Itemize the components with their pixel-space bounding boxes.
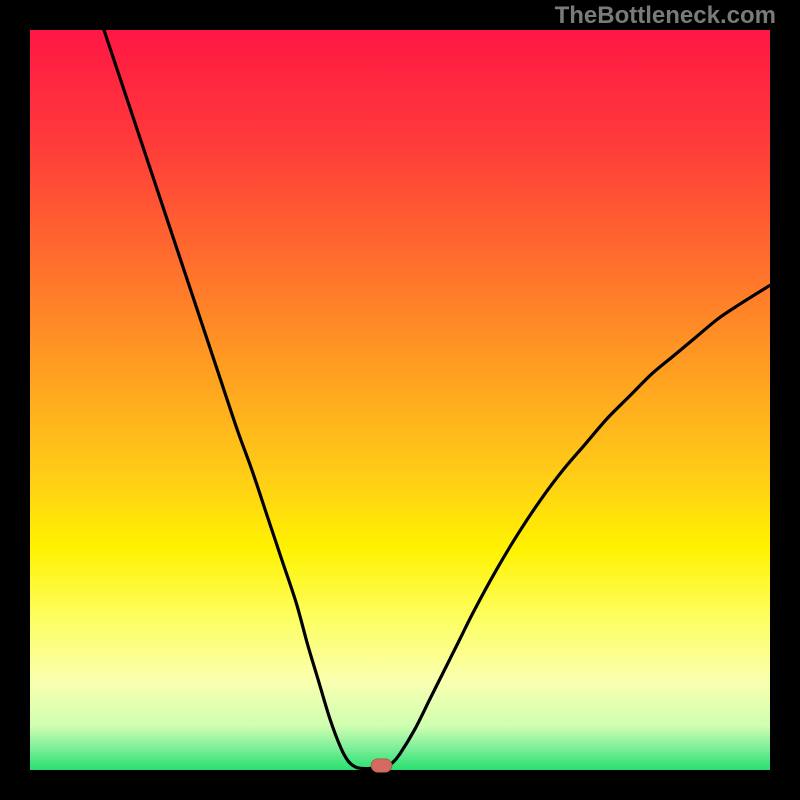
bottleneck-chart: [0, 0, 800, 800]
watermark-text: TheBottleneck.com: [555, 2, 776, 30]
optimum-marker: [371, 759, 392, 772]
chart-container: TheBottleneck.com: [0, 0, 800, 800]
